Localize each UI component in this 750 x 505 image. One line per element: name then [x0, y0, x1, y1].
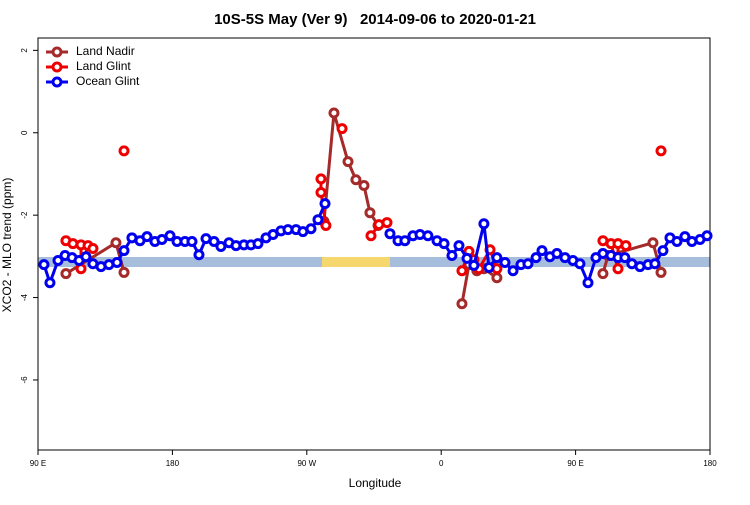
- y-tick-label: -2: [20, 211, 29, 219]
- point: [336, 123, 348, 135]
- point: [60, 268, 72, 280]
- point: [156, 233, 168, 245]
- point: [456, 298, 468, 310]
- point: [328, 107, 340, 119]
- point: [111, 257, 123, 269]
- point: [679, 231, 691, 243]
- point: [193, 249, 205, 261]
- x-tick-label: 180: [703, 459, 717, 468]
- point: [507, 265, 519, 277]
- point: [597, 268, 609, 280]
- point: [422, 230, 434, 242]
- x-tick-label: 90 W: [297, 459, 316, 468]
- land-strip: [322, 257, 390, 267]
- point: [657, 245, 669, 257]
- point: [75, 263, 87, 275]
- legend-label: Land Nadir: [76, 44, 135, 58]
- point: [364, 207, 376, 219]
- x-axis-label: Longitude: [349, 476, 402, 490]
- point: [655, 145, 667, 157]
- point: [399, 235, 411, 247]
- point: [446, 250, 458, 262]
- y-tick-label: -6: [20, 376, 29, 384]
- point: [118, 245, 130, 257]
- point: [522, 258, 534, 270]
- point: [468, 259, 480, 271]
- point: [478, 218, 490, 230]
- legend-swatch: [51, 46, 63, 58]
- point: [38, 259, 50, 271]
- point: [319, 198, 331, 210]
- point: [438, 238, 450, 250]
- point: [491, 252, 503, 264]
- point: [215, 240, 227, 252]
- point: [491, 272, 503, 284]
- point: [110, 237, 122, 249]
- point: [483, 261, 495, 273]
- point: [582, 277, 594, 289]
- point: [384, 228, 396, 240]
- point: [536, 245, 548, 257]
- legend-label: Ocean Glint: [76, 74, 140, 88]
- point: [612, 263, 624, 275]
- point: [80, 251, 92, 263]
- point: [701, 230, 713, 242]
- point: [365, 230, 377, 242]
- legend-label: Land Glint: [76, 59, 131, 73]
- point: [208, 236, 220, 248]
- point: [164, 230, 176, 242]
- point: [186, 236, 198, 248]
- point: [52, 254, 64, 266]
- legend-swatch: [51, 76, 63, 88]
- point: [87, 243, 99, 255]
- point: [44, 277, 56, 289]
- point: [305, 223, 317, 235]
- point: [320, 219, 332, 231]
- point: [461, 252, 473, 264]
- y-tick-label: -4: [20, 293, 29, 301]
- point: [456, 265, 468, 277]
- y-tick-label: 2: [20, 48, 29, 53]
- chart-title: 10S-5S May (Ver 9) 2014-09-06 to 2020-01…: [214, 11, 536, 28]
- point: [358, 179, 370, 191]
- land-mask-strip: [38, 257, 710, 267]
- point: [141, 231, 153, 243]
- point: [647, 237, 659, 249]
- y-axis-label: XCO2 - MLO trend (ppm): [0, 178, 14, 313]
- point: [350, 174, 362, 186]
- point: [315, 187, 327, 198]
- x-tick-label: 180: [166, 459, 180, 468]
- series-line: [65, 112, 663, 305]
- y-tick-label: 0: [20, 130, 29, 135]
- legend-swatch: [51, 61, 63, 73]
- point: [551, 247, 563, 259]
- point: [620, 240, 632, 252]
- point: [655, 266, 667, 278]
- point: [118, 266, 130, 278]
- point: [252, 238, 264, 250]
- plot-frame: [37, 37, 711, 451]
- point: [381, 217, 393, 229]
- point: [453, 240, 465, 252]
- point: [342, 156, 354, 168]
- point: [315, 173, 327, 185]
- point: [499, 257, 511, 269]
- series-line: [66, 151, 661, 271]
- point: [671, 236, 683, 248]
- x-tick-label: 0: [439, 459, 444, 468]
- point: [530, 252, 542, 264]
- point: [574, 258, 586, 270]
- point: [312, 214, 324, 226]
- point: [649, 258, 661, 270]
- x-tick-label: 90 E: [30, 459, 46, 468]
- x-tick-label: 90 E: [567, 459, 583, 468]
- point: [118, 145, 130, 157]
- point: [619, 252, 631, 264]
